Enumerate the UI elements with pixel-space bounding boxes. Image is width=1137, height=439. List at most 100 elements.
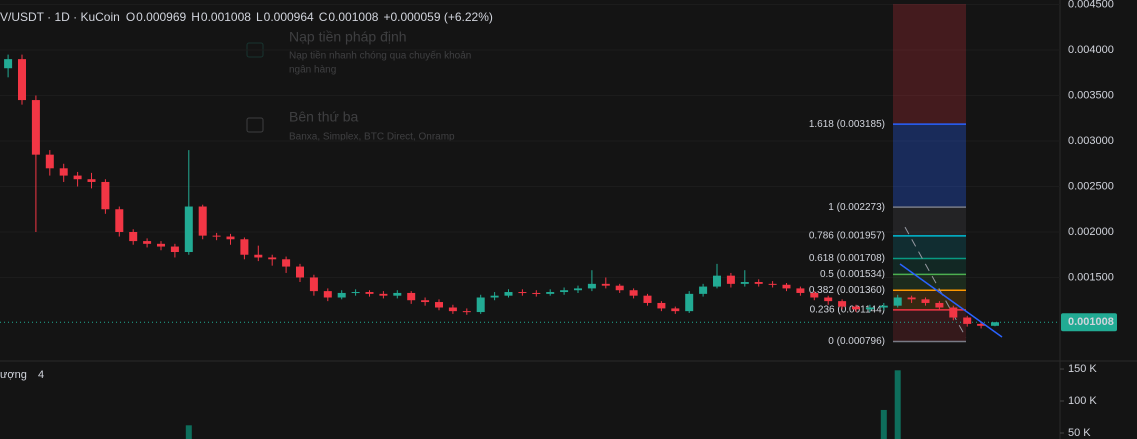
candle-body	[838, 301, 847, 307]
candle-body	[115, 209, 124, 232]
candle-body	[184, 206, 193, 253]
candle-body	[337, 292, 346, 298]
fib-zone	[893, 274, 966, 291]
candle-body	[852, 306, 860, 310]
candle-body	[268, 257, 277, 260]
fib-zone	[893, 235, 966, 259]
ohlc-value: 0.000969	[136, 10, 186, 24]
last-price-box	[1061, 313, 1117, 332]
volume-bar	[894, 370, 901, 439]
candle-body	[810, 292, 819, 298]
ghost-title: Nạp tiền pháp định	[289, 29, 407, 45]
overlay-ghost: Nạp tiền pháp định Nạp tiền nhanh chóng …	[246, 29, 471, 143]
candle-body	[4, 59, 13, 69]
volume-tick-label: 100 K	[1068, 395, 1097, 407]
candle-body	[824, 297, 833, 302]
candle-body	[143, 241, 152, 244]
y-tick-label: 0.002500	[1068, 180, 1114, 192]
fib-label: 0 (0.000796)	[828, 336, 885, 347]
candle-body	[893, 297, 902, 306]
candle-body	[699, 286, 708, 294]
candle-body	[129, 231, 138, 242]
ohlc-value: 0.000964	[264, 10, 314, 24]
candle-body	[73, 175, 82, 180]
candle-body	[101, 181, 110, 210]
y-tick-label: 0.003000	[1068, 135, 1114, 147]
ohlc-key: H	[191, 10, 200, 24]
fib-label: 0.786 (0.001957)	[809, 231, 885, 242]
candle-body	[59, 168, 68, 176]
candle-body	[407, 292, 416, 301]
candle-body	[31, 100, 40, 155]
candle-body	[435, 302, 443, 308]
fib-label: 1.618 (0.003185)	[809, 119, 885, 130]
candle-body	[532, 292, 541, 294]
candle-body	[296, 266, 304, 278]
header: V/USDT · 1D · KuCoin O 0.000969 H 0.001008 L 0…	[0, 10, 493, 24]
candle-body	[546, 292, 555, 294]
candle-body	[490, 295, 499, 298]
fib-extension-zone	[893, 4, 966, 125]
candle-body	[379, 293, 388, 296]
candle-body	[45, 154, 54, 169]
candle-body	[921, 299, 930, 303]
candle-body	[685, 293, 694, 312]
candle-body	[629, 290, 638, 296]
ghost-desc: ngân hàng	[289, 65, 336, 76]
fib-zone	[893, 124, 966, 208]
fib-label: 1 (0.002273)	[828, 202, 885, 213]
candle-body	[879, 305, 888, 308]
candle-body	[713, 275, 721, 287]
candle-body	[309, 277, 318, 292]
candle-body	[935, 302, 944, 308]
candle-body	[949, 307, 958, 318]
fib-zone	[893, 207, 966, 236]
y-tick-label: 0.001500	[1068, 271, 1114, 283]
y-tick-label: 0.003500	[1068, 89, 1114, 101]
candle-body	[754, 282, 763, 284]
candle-body	[393, 292, 402, 296]
candle-body	[671, 308, 680, 312]
candle-body	[643, 295, 652, 303]
fib-zone	[893, 258, 966, 275]
candle-body	[574, 288, 582, 291]
candle-body	[615, 285, 624, 291]
candle-body	[18, 59, 26, 101]
ohlc-key: C	[319, 10, 328, 24]
candle-body	[601, 283, 610, 286]
ohlc-value: 0.001008	[328, 10, 378, 24]
ohlc-value: 0.001008	[201, 10, 251, 24]
candle-body	[865, 307, 874, 310]
candle-body	[254, 254, 263, 258]
last-price-label: 0.001008	[1068, 316, 1114, 328]
fib-label: 0.618 (0.001708)	[809, 253, 885, 264]
candle-body	[198, 206, 207, 236]
ohlc-key: L	[256, 10, 263, 24]
candle-body	[157, 243, 165, 247]
candle-body	[448, 307, 457, 312]
candle-body	[170, 246, 179, 253]
volume-tick-label: 150 K	[1068, 363, 1097, 375]
candle-body	[282, 259, 291, 267]
fib-label: 0.382 (0.001360)	[809, 285, 885, 296]
candle-body	[240, 239, 249, 255]
candle-body	[587, 283, 596, 289]
candle-body	[726, 275, 735, 284]
y-tick-label: 0.004500	[1068, 0, 1114, 10]
candle-body	[977, 323, 986, 326]
volume-value: 4	[38, 369, 44, 381]
volume-bar	[185, 425, 192, 439]
symbol: V/USDT · 1D · KuCoin	[0, 10, 120, 24]
candle-body	[87, 179, 96, 182]
ghost-title: Bên thứ ba	[289, 109, 359, 125]
candle-body	[351, 292, 360, 294]
y-tick-label: 0.004000	[1068, 44, 1114, 56]
fib-trend	[904, 226, 967, 338]
candle-body	[740, 282, 749, 284]
ghost-desc: Banxa, Simplex, BTC Direct, Onramp	[289, 132, 455, 143]
ghost-desc: Nạp tiền nhanh chóng qua chuyển khoản	[289, 50, 471, 62]
candle-body	[560, 290, 569, 293]
